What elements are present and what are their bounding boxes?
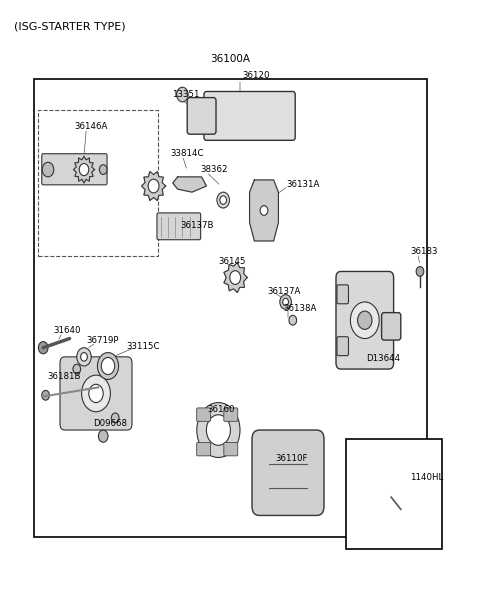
- Circle shape: [73, 364, 81, 374]
- FancyBboxPatch shape: [337, 285, 348, 304]
- FancyBboxPatch shape: [157, 213, 201, 240]
- Polygon shape: [142, 171, 166, 201]
- Circle shape: [99, 165, 107, 174]
- Text: 36181B: 36181B: [47, 373, 81, 381]
- Text: 36145: 36145: [218, 257, 246, 265]
- Bar: [34, 79, 427, 537]
- FancyBboxPatch shape: [336, 271, 394, 369]
- Text: 36137A: 36137A: [268, 287, 301, 296]
- Circle shape: [77, 348, 91, 366]
- Circle shape: [283, 298, 288, 306]
- Circle shape: [82, 375, 110, 412]
- Circle shape: [206, 415, 230, 445]
- Circle shape: [38, 342, 48, 354]
- Text: D09668: D09668: [93, 420, 127, 428]
- Circle shape: [89, 384, 103, 403]
- Circle shape: [148, 179, 159, 193]
- Text: 36138A: 36138A: [283, 304, 317, 312]
- Circle shape: [260, 206, 268, 215]
- Circle shape: [289, 315, 297, 325]
- Text: D13644: D13644: [366, 354, 400, 362]
- Text: 36120: 36120: [242, 71, 270, 80]
- Bar: [346, 439, 442, 549]
- FancyBboxPatch shape: [252, 430, 324, 515]
- Circle shape: [79, 163, 89, 176]
- Circle shape: [177, 87, 188, 102]
- FancyBboxPatch shape: [224, 442, 238, 456]
- Circle shape: [280, 295, 291, 309]
- Text: 36100A: 36100A: [210, 54, 251, 64]
- Text: 36110F: 36110F: [275, 454, 308, 463]
- Text: 1140HL: 1140HL: [410, 473, 444, 481]
- Polygon shape: [173, 177, 206, 192]
- Text: 13351: 13351: [172, 90, 199, 99]
- Text: 36160: 36160: [207, 406, 235, 414]
- FancyBboxPatch shape: [382, 313, 401, 340]
- Text: 38362: 38362: [201, 165, 228, 174]
- FancyBboxPatch shape: [197, 408, 211, 422]
- Text: 33814C: 33814C: [170, 149, 204, 158]
- Circle shape: [358, 311, 372, 329]
- Circle shape: [197, 403, 240, 458]
- FancyBboxPatch shape: [187, 98, 216, 134]
- FancyBboxPatch shape: [60, 357, 132, 430]
- Circle shape: [416, 267, 424, 276]
- Circle shape: [230, 271, 240, 284]
- FancyBboxPatch shape: [204, 92, 295, 140]
- Text: 33115C: 33115C: [127, 342, 160, 351]
- Circle shape: [81, 353, 87, 361]
- Text: 36146A: 36146A: [74, 122, 108, 131]
- Circle shape: [42, 390, 49, 400]
- Circle shape: [220, 196, 227, 204]
- Text: 36719P: 36719P: [86, 337, 119, 345]
- FancyBboxPatch shape: [197, 442, 211, 456]
- Circle shape: [97, 353, 119, 379]
- Circle shape: [386, 485, 396, 497]
- Circle shape: [98, 430, 108, 442]
- Circle shape: [101, 357, 115, 375]
- Text: 36131A: 36131A: [287, 180, 320, 188]
- FancyBboxPatch shape: [224, 408, 238, 422]
- Text: 36137B: 36137B: [180, 221, 214, 229]
- Text: 31640: 31640: [54, 326, 81, 335]
- FancyBboxPatch shape: [42, 154, 107, 185]
- Circle shape: [111, 413, 119, 423]
- Circle shape: [217, 192, 229, 208]
- Polygon shape: [224, 262, 247, 293]
- FancyBboxPatch shape: [337, 337, 348, 356]
- Polygon shape: [73, 156, 95, 183]
- Circle shape: [42, 162, 54, 177]
- Circle shape: [350, 302, 379, 339]
- Text: 36183: 36183: [410, 247, 438, 256]
- Text: (ISG-STARTER TYPE): (ISG-STARTER TYPE): [14, 21, 126, 31]
- Polygon shape: [250, 180, 278, 241]
